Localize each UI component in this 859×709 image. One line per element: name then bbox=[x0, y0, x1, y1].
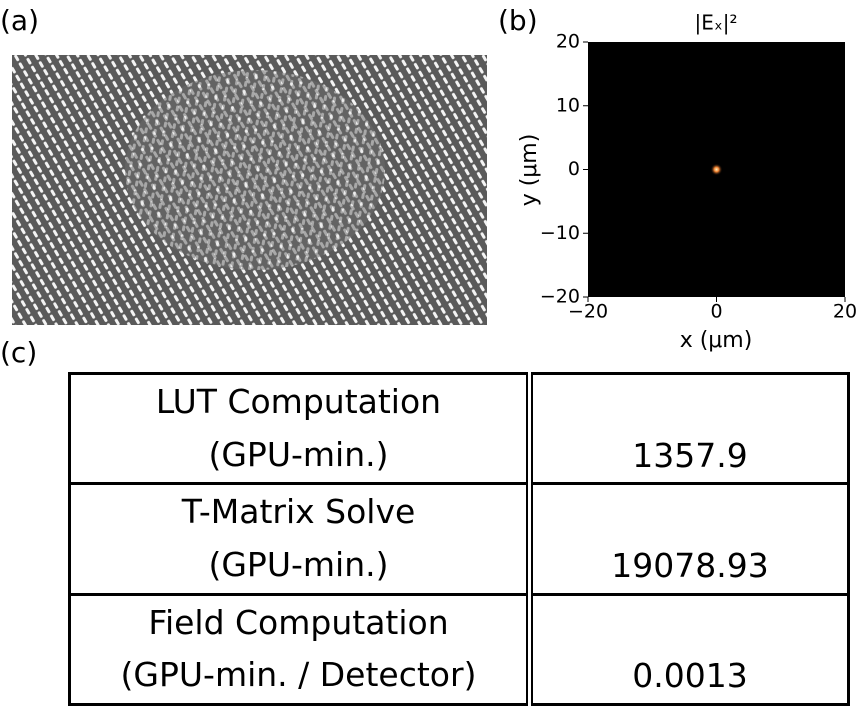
table-row: LUT Computation(GPU-min.)1357.9 bbox=[70, 374, 849, 484]
label-line: (GPU-min.) bbox=[71, 429, 526, 482]
table-row: Field Computation(GPU-min. / Detector)0.… bbox=[70, 594, 849, 704]
value-cell: 19078.93 bbox=[530, 484, 849, 594]
y-tick-label: −20 bbox=[540, 286, 580, 308]
y-tick-label: −10 bbox=[540, 222, 580, 244]
label-line: Field Computation bbox=[71, 597, 526, 650]
focal-spot bbox=[711, 164, 723, 176]
y-axis-label: y (μm) bbox=[517, 134, 542, 207]
value-cell: 0.0013 bbox=[530, 594, 849, 704]
x-tick-label: 20 bbox=[833, 301, 857, 323]
metasurface-zone bbox=[125, 70, 385, 270]
label-line: (GPU-min.) bbox=[71, 539, 526, 592]
value-cell: 1357.9 bbox=[530, 374, 849, 484]
label-cell: T-Matrix Solve(GPU-min.) bbox=[70, 484, 530, 594]
y-tick-label: 20 bbox=[556, 31, 580, 53]
panel-label: (c) bbox=[0, 336, 37, 369]
table-row: T-Matrix Solve(GPU-min.)19078.93 bbox=[70, 484, 849, 594]
y-tick-label: 10 bbox=[556, 94, 580, 116]
label-cell: LUT Computation(GPU-min.) bbox=[70, 374, 530, 484]
x-tick-label: 0 bbox=[710, 301, 722, 323]
label-line: (GPU-min. / Detector) bbox=[71, 649, 526, 702]
label-cell: Field Computation(GPU-min. / Detector) bbox=[70, 594, 530, 704]
panel-label: (a) bbox=[0, 4, 39, 37]
page: (a) (b) (c) |Eₓ|² x (μm) y (μm) −20020−2… bbox=[0, 0, 859, 709]
panel-label: (b) bbox=[498, 4, 538, 37]
y-tick-label: 0 bbox=[568, 158, 580, 180]
label-line: LUT Computation bbox=[71, 376, 526, 429]
x-axis-label: x (μm) bbox=[680, 328, 753, 353]
chart-title: |Eₓ|² bbox=[694, 11, 737, 35]
label-line: T-Matrix Solve bbox=[71, 486, 526, 539]
